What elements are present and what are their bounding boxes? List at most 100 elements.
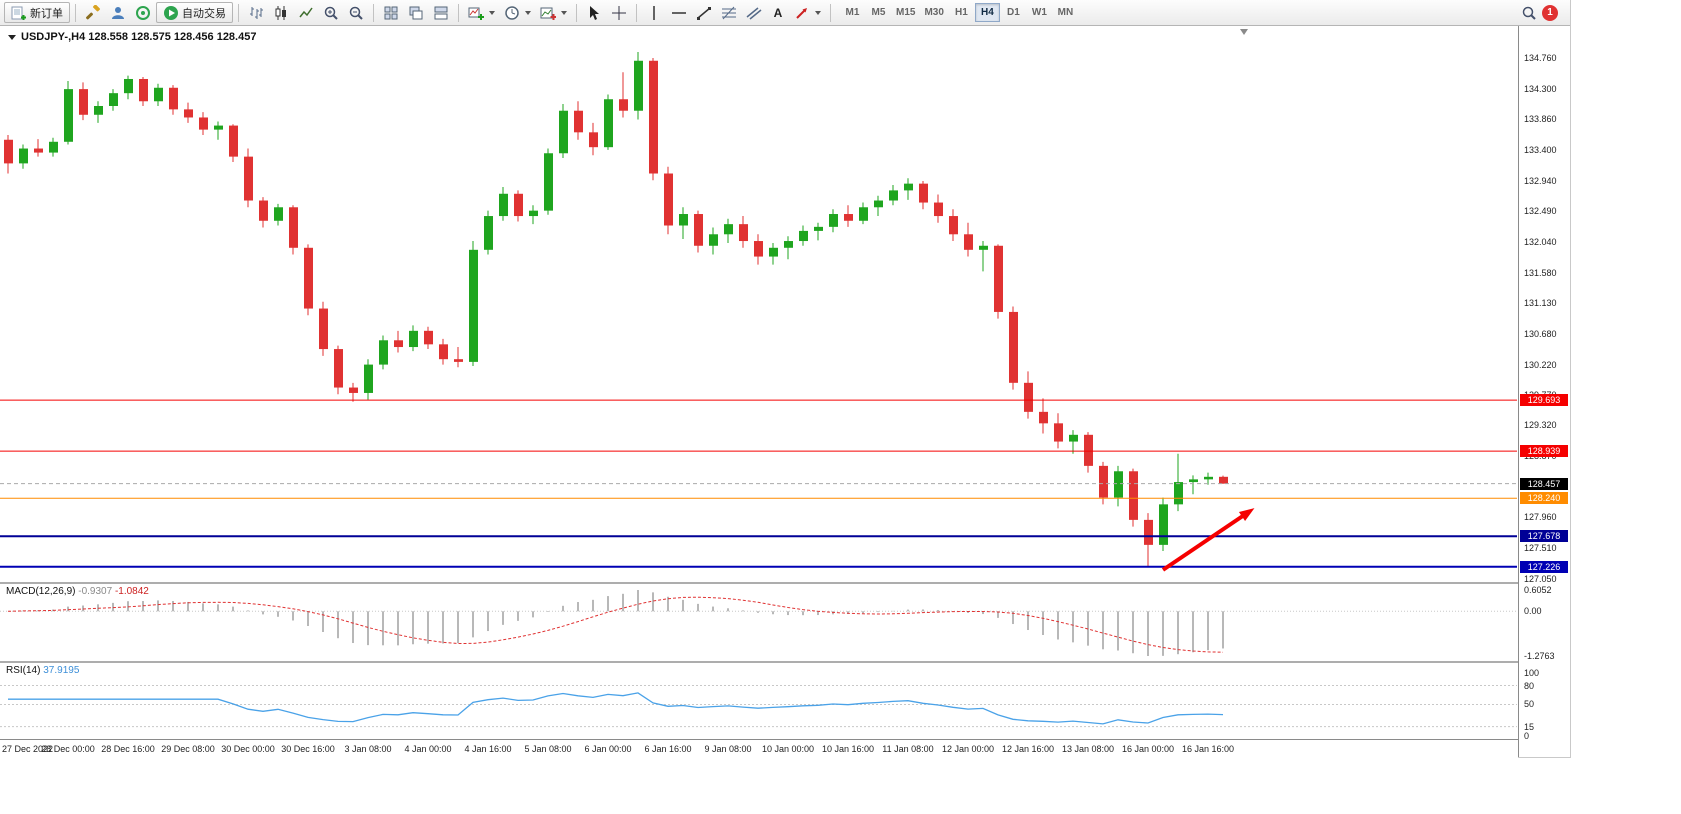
metaeditor-button[interactable]: [81, 2, 105, 23]
vertical-line-button[interactable]: [642, 2, 666, 23]
bar-chart-icon: [250, 6, 263, 19]
rsi-axis-tick: 50: [1524, 699, 1535, 710]
symbol-menu-icon[interactable]: [8, 34, 16, 40]
bar-chart-button[interactable]: [244, 2, 268, 23]
time-axis-label: 5 Jan 08:00: [524, 744, 572, 754]
chart-window[interactable]: USDJPY-,H4 128.558 128.575 128.456 128.4…: [0, 26, 1570, 758]
trendline-button[interactable]: [692, 2, 716, 23]
candlestick-chart-button[interactable]: [269, 2, 293, 23]
macd-axis-tick: 0.00: [1524, 606, 1542, 617]
time-axis-label: 9 Jan 08:00: [704, 744, 752, 754]
time-axis-label: 12 Jan 16:00: [1001, 744, 1055, 754]
rsi-axis-tick: 0: [1524, 731, 1530, 742]
zoom-out-icon: [349, 6, 363, 20]
clock-icon: [505, 5, 519, 20]
timeframe-button-mn[interactable]: MN: [1053, 3, 1078, 22]
price-tick: 132.940: [1524, 175, 1557, 186]
arrows-tool-button[interactable]: [790, 2, 825, 23]
market-button[interactable]: [131, 2, 155, 23]
chevron-down-icon: [489, 10, 495, 15]
new-order-icon: [11, 6, 26, 20]
horizontal-line-button[interactable]: [667, 2, 691, 23]
price-line-badge: 127.678: [1520, 530, 1568, 543]
time-axis[interactable]: 27 Dec 2022 28 Dec 00:00 28 Dec 16:00 29 De…: [0, 739, 1518, 758]
macd-label: MACD(12,26,9) -0.9307 -1.0842: [6, 586, 149, 597]
autotrading-label: 自动交易: [182, 7, 226, 20]
pane-separator[interactable]: [0, 661, 1569, 663]
toolbar-separator: [458, 3, 459, 22]
trend-arrow[interactable]: [1161, 508, 1255, 572]
notification-badge[interactable]: 1: [1542, 4, 1558, 21]
rsi-value: 37.9195: [43, 665, 80, 676]
price-tick: 130.680: [1524, 328, 1557, 339]
toolbar-separator: [636, 3, 637, 22]
zoom-out-button[interactable]: [344, 2, 368, 23]
macd-signal-line: [7, 596, 1224, 653]
timeframe-button-h4[interactable]: H4: [974, 3, 1000, 22]
time-axis-label: 10 Jan 16:00: [821, 744, 875, 754]
new-order-label: 新订单: [30, 7, 63, 20]
toolbar-separator: [373, 3, 374, 22]
cursor-icon: [590, 5, 599, 20]
new-chart-button[interactable]: [464, 2, 499, 23]
candlestick-series: [4, 51, 1228, 567]
search-icon: [1522, 6, 1536, 20]
price-chart[interactable]: [0, 26, 1569, 757]
autotrading-play-icon: [164, 5, 178, 20]
tile-windows-button[interactable]: [379, 2, 403, 23]
price-line-badge: 127.226: [1520, 560, 1568, 573]
rsi-axis-tick: 80: [1524, 680, 1535, 691]
macd-axis-tick: 0.6052: [1524, 585, 1552, 596]
price-tick: 134.760: [1524, 53, 1557, 64]
price-tick: 130.220: [1524, 359, 1557, 370]
rsi-label: RSI(14) 37.9195: [6, 665, 80, 676]
vertical-line-icon: [653, 5, 655, 20]
timeframe-button-m1[interactable]: M1: [840, 3, 865, 22]
chevron-down-icon: [525, 10, 531, 15]
price-tick: 133.860: [1524, 113, 1557, 124]
crosshair-icon: [612, 5, 626, 20]
autotrading-button[interactable]: 自动交易: [156, 2, 233, 23]
toolbar-separator: [75, 3, 76, 22]
channel-button[interactable]: [742, 2, 766, 23]
community-button[interactable]: [106, 2, 130, 23]
cascade-windows-button[interactable]: [404, 2, 428, 23]
cursor-button[interactable]: [582, 2, 606, 23]
text-tool-button[interactable]: A: [767, 2, 789, 23]
time-axis-label: 29 Dec 08:00: [161, 744, 215, 754]
chart-shift-marker[interactable]: [1240, 29, 1248, 35]
timeframe-button-w1[interactable]: W1: [1027, 3, 1052, 22]
time-axis-label: 6 Jan 16:00: [644, 744, 692, 754]
chevron-down-icon: [561, 10, 567, 15]
arrange-windows-icon: [434, 6, 448, 19]
timeframe-button-m5[interactable]: M5: [866, 3, 891, 22]
price-tick: 133.400: [1524, 144, 1557, 155]
pane-separator[interactable]: [0, 582, 1569, 584]
crosshair-button[interactable]: [607, 2, 631, 23]
time-axis-label: 13 Jan 08:00: [1061, 744, 1115, 754]
chart-title: USDJPY-,H4 128.558 128.575 128.456 128.4…: [8, 31, 256, 43]
channel-icon: [746, 6, 762, 20]
search-button[interactable]: [1517, 2, 1541, 23]
tile-windows-icon: [384, 6, 398, 19]
zoom-in-button[interactable]: [319, 2, 343, 23]
time-axis-label: 10 Jan 00:00: [761, 744, 815, 754]
price-tick: 132.490: [1524, 206, 1557, 217]
line-chart-button[interactable]: [294, 2, 318, 23]
price-axis[interactable]: 134.760 134.300 133.860 133.400 132.940 132.4…: [1518, 26, 1570, 757]
time-axis-label: 4 Jan 16:00: [464, 744, 512, 754]
timeframe-button-m30[interactable]: M30: [920, 3, 947, 22]
timeframe-button-d1[interactable]: D1: [1001, 3, 1026, 22]
arrange-windows-button[interactable]: [429, 2, 453, 23]
timeframe-button-h1[interactable]: H1: [949, 3, 974, 22]
indicators-button[interactable]: [536, 2, 571, 23]
line-chart-icon: [299, 7, 313, 17]
zoom-in-icon: [324, 6, 338, 20]
new-order-button[interactable]: 新订单: [4, 2, 70, 23]
macd-axis-tick: -1.2763: [1524, 651, 1555, 661]
profiles-button[interactable]: [500, 2, 535, 23]
time-axis-label: 11 Jan 08:00: [882, 744, 934, 754]
time-axis-label: 28 Dec 00:00: [41, 744, 95, 754]
fibonacci-button[interactable]: [717, 2, 741, 23]
timeframe-button-m15[interactable]: M15: [892, 3, 919, 22]
